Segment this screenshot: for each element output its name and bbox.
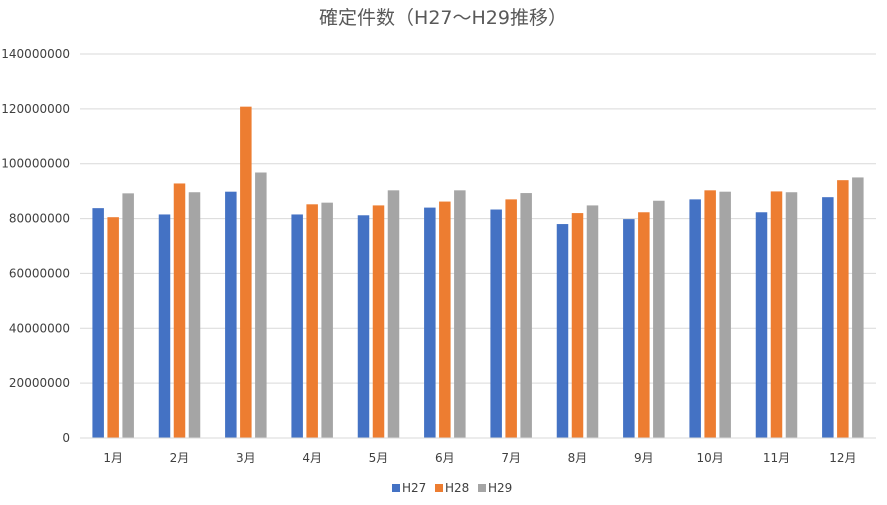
x-tick-label: 12月 — [829, 451, 856, 465]
bar-H28-8 — [638, 212, 650, 438]
bar-H29-2 — [255, 172, 267, 438]
bar-H29-11 — [852, 177, 864, 438]
x-tick-label: 6月 — [435, 451, 455, 465]
bar-H28-10 — [770, 191, 783, 438]
bar-H27-4 — [357, 215, 370, 438]
bar-H29-8 — [653, 200, 665, 438]
x-tick-label: 9月 — [634, 451, 654, 465]
legend-swatch-H28 — [435, 484, 443, 492]
bar-H27-7 — [556, 224, 569, 438]
x-tick-label: 1月 — [103, 451, 123, 465]
legend-label-H27: H27 — [402, 481, 426, 495]
bar-H27-1 — [158, 214, 171, 438]
bar-H28-3 — [306, 204, 318, 438]
y-tick-label: 0 — [62, 431, 70, 445]
bars — [92, 106, 864, 439]
bar-H29-1 — [188, 192, 201, 438]
bar-H27-5 — [424, 207, 436, 438]
bar-H27-10 — [755, 212, 768, 438]
bar-H27-3 — [291, 214, 303, 438]
bar-H29-4 — [387, 190, 400, 438]
legend-label-H29: H29 — [488, 481, 512, 495]
bar-H29-10 — [785, 192, 798, 438]
x-tick-label: 2月 — [170, 451, 190, 465]
x-tick-label: 4月 — [302, 451, 322, 465]
bar-H27-11 — [822, 197, 834, 438]
bar-H27-6 — [490, 209, 502, 438]
bar-H27-9 — [689, 199, 701, 438]
bar-H29-5 — [454, 190, 466, 438]
bar-H29-9 — [719, 191, 731, 438]
bar-H28-7 — [571, 213, 584, 438]
legend: H27 H28 H29 — [392, 481, 512, 495]
y-tick-label: 100000000 — [1, 157, 70, 171]
chart-title: 確定件数（H27〜H29推移） — [319, 7, 567, 29]
bar-H28-6 — [505, 199, 517, 438]
bar-H28-0 — [107, 217, 119, 438]
x-tick-label: 8月 — [568, 451, 588, 465]
bar-H28-4 — [372, 205, 385, 438]
y-tick-label: 20000000 — [9, 376, 70, 390]
x-tick-label: 5月 — [369, 451, 389, 465]
bar-H27-2 — [225, 191, 237, 438]
legend-swatch-H29 — [478, 484, 486, 492]
bar-H28-9 — [704, 190, 716, 438]
bar-H28-2 — [240, 106, 252, 439]
y-tick-label: 60000000 — [9, 266, 70, 280]
bar-H28-1 — [173, 183, 186, 438]
bar-H28-5 — [439, 201, 451, 438]
x-tick-label: 11月 — [763, 451, 790, 465]
bar-H27-0 — [92, 208, 104, 438]
legend-swatch-H27 — [392, 484, 400, 492]
x-axis-ticks: 1月 2月 3月 4月 5月 6月 7月 8月 9月 10月 11月 12月 — [103, 451, 856, 465]
bar-H29-6 — [520, 193, 532, 438]
y-tick-label: 140000000 — [1, 47, 70, 61]
bar-H29-3 — [321, 202, 333, 438]
y-tick-label: 80000000 — [9, 212, 70, 226]
y-tick-label: 120000000 — [1, 102, 70, 116]
bar-H29-0 — [122, 193, 134, 438]
bar-H27-8 — [623, 219, 635, 438]
x-tick-label: 3月 — [236, 451, 256, 465]
legend-label-H28: H28 — [445, 481, 469, 495]
gridlines — [80, 53, 876, 384]
bar-H28-11 — [837, 180, 849, 438]
x-tick-label: 7月 — [501, 451, 521, 465]
bar-H29-7 — [586, 205, 599, 438]
y-tick-label: 40000000 — [9, 321, 70, 335]
x-tick-label: 10月 — [697, 451, 724, 465]
y-axis-ticks: 0 20000000 40000000 60000000 80000000 1000000… — [1, 47, 70, 445]
